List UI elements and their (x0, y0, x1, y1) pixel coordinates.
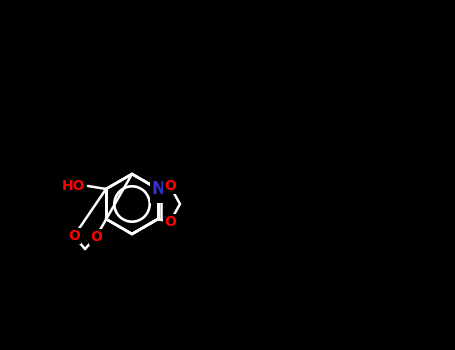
Text: O: O (90, 230, 102, 244)
Text: O: O (164, 215, 176, 229)
Text: O: O (164, 179, 176, 193)
Text: O: O (151, 184, 165, 203)
Text: O: O (68, 229, 80, 243)
Text: HO: HO (61, 179, 85, 193)
Text: N: N (151, 180, 165, 198)
